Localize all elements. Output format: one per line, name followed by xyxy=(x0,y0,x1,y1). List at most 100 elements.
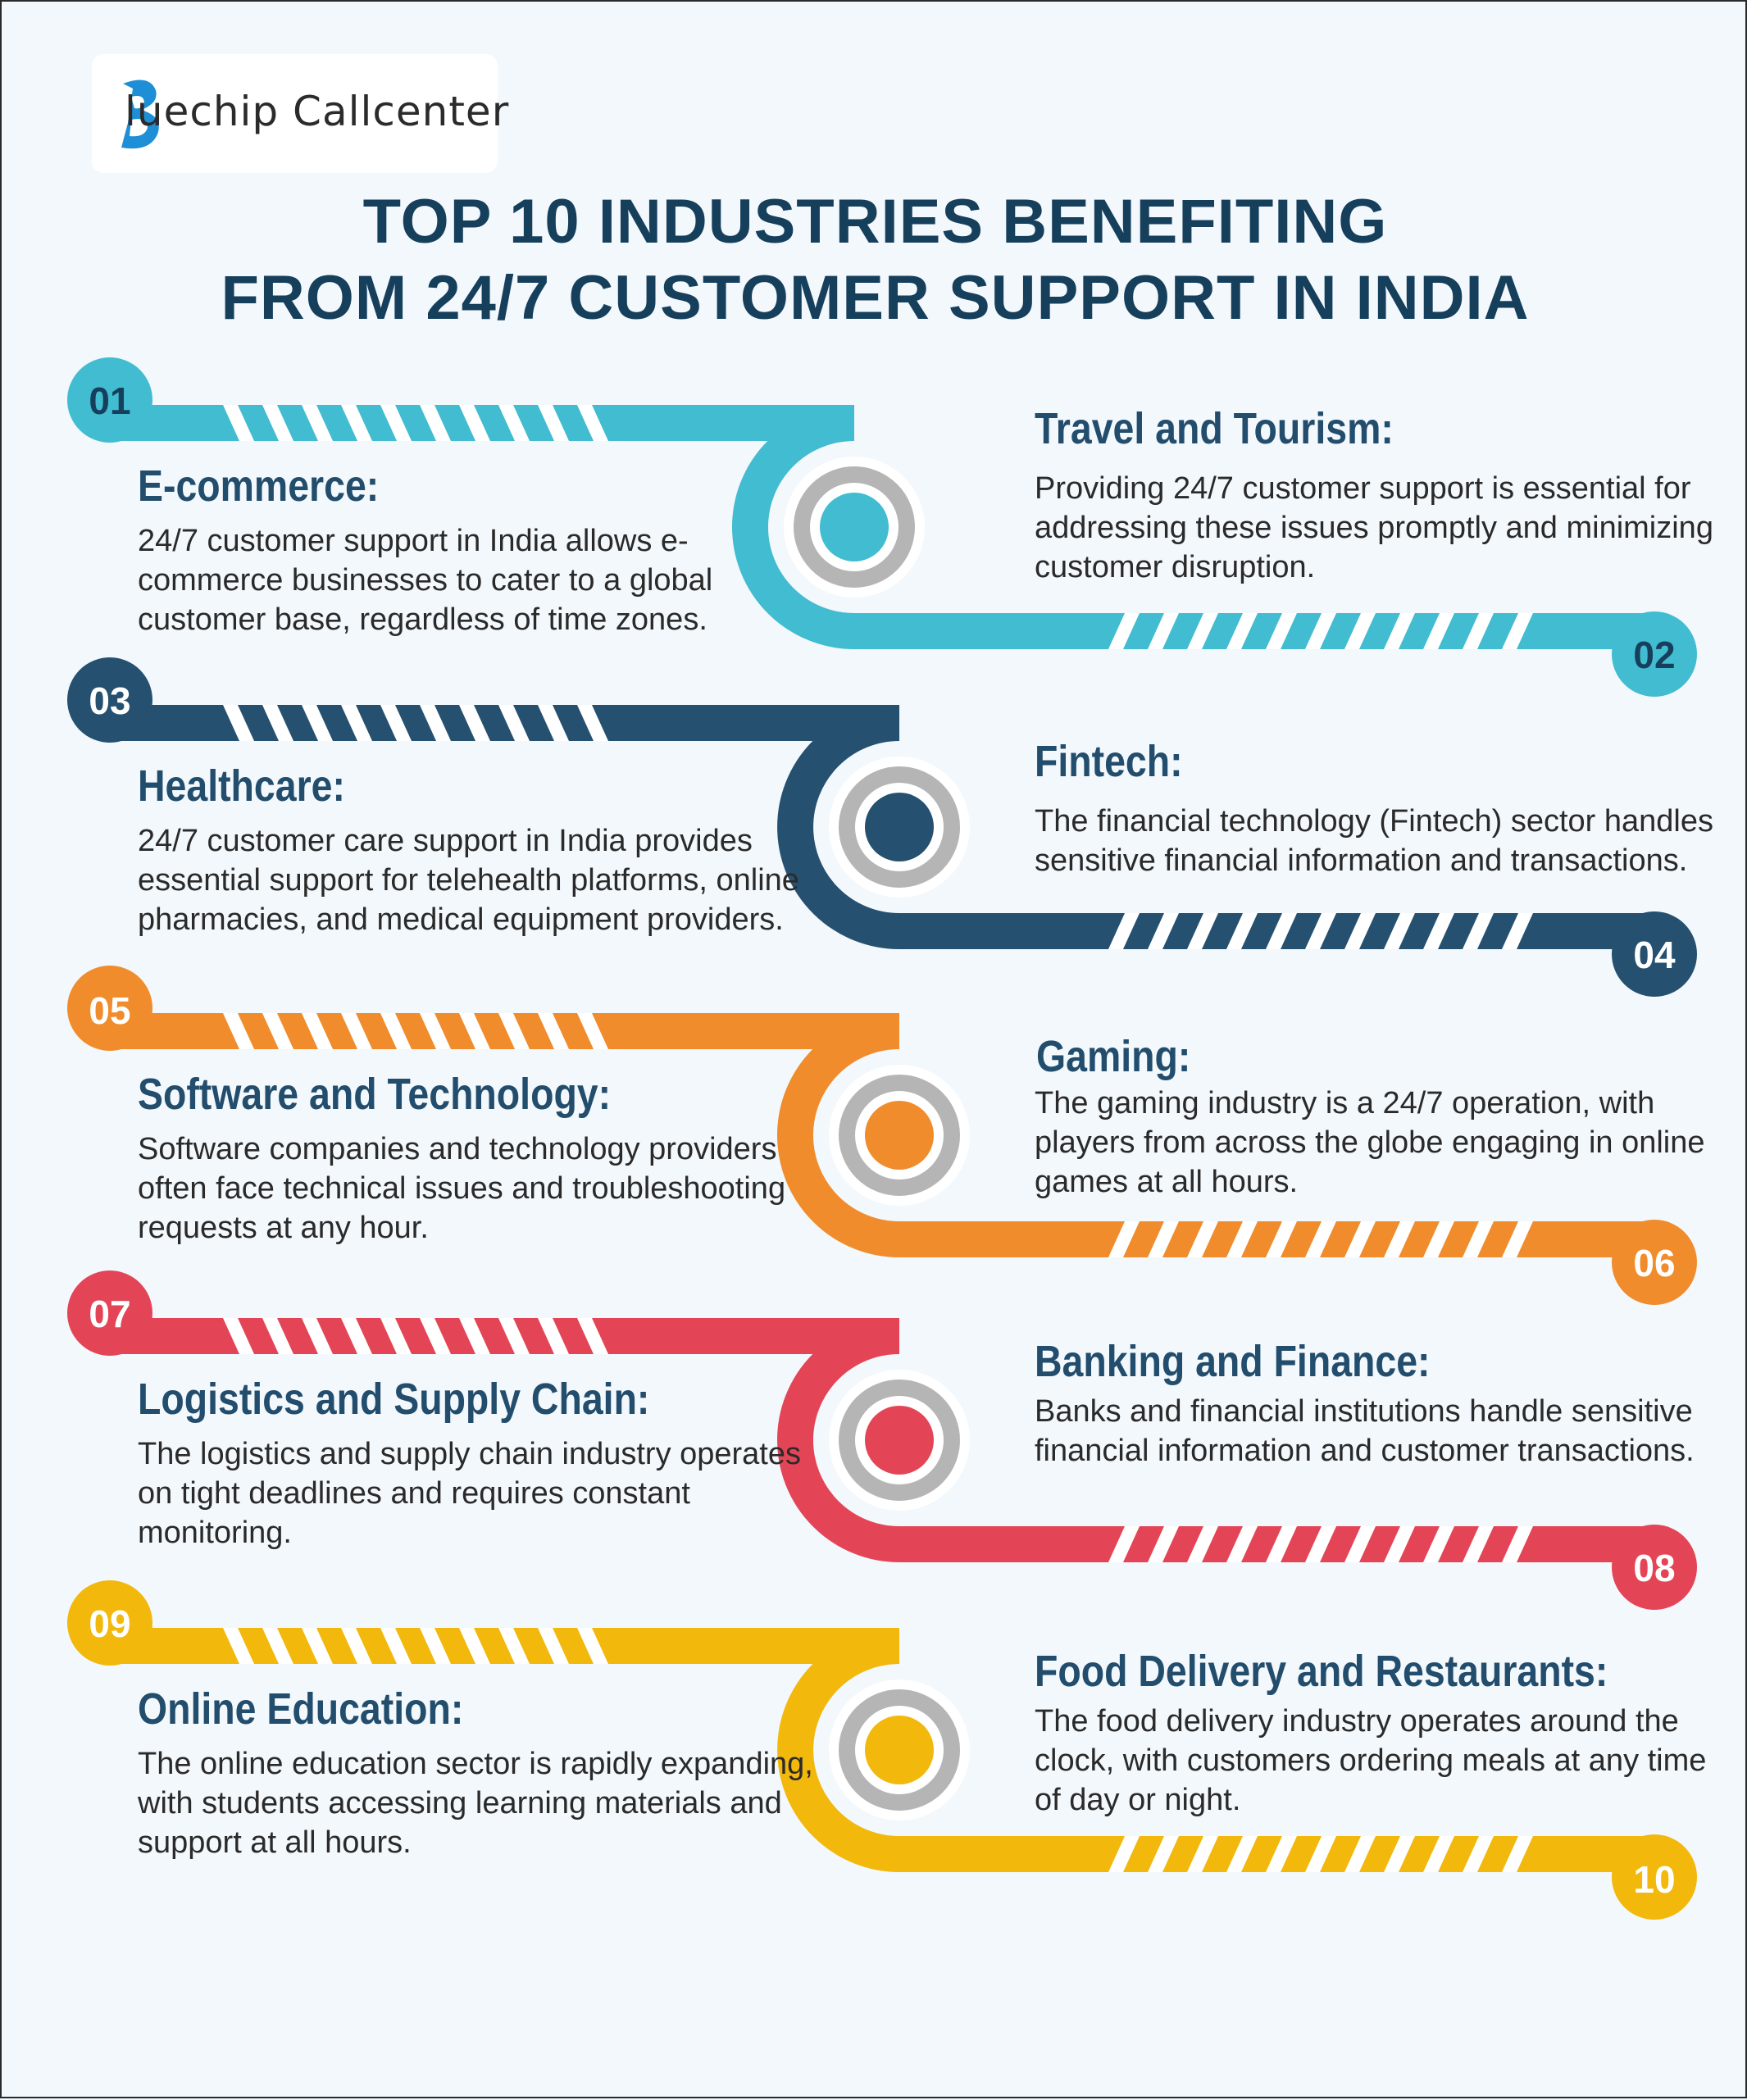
road-stripe-bottom-red xyxy=(1187,1526,1218,1562)
road-stripe-bottom-teal xyxy=(1423,613,1454,649)
road-stripe-top-red xyxy=(577,1318,608,1354)
road-curve-orange xyxy=(777,1013,900,1257)
road-stripe-bottom-red xyxy=(1305,1526,1336,1562)
road-stripe-bottom-red xyxy=(1344,1526,1376,1562)
road-stripe-bottom-orange xyxy=(1108,1221,1140,1257)
item-heading-education: Online Education: xyxy=(138,1684,464,1734)
item-description-education: The online education sector is rapidly e… xyxy=(138,1747,813,1860)
road-stripe-top-navy xyxy=(341,705,372,741)
road-stripe-bottom-yellow xyxy=(1148,1836,1179,1872)
road-stripe-bottom-red xyxy=(1463,1526,1494,1562)
road-stripe-top-teal xyxy=(380,405,412,441)
road-stripe-top-teal xyxy=(459,405,490,441)
road-stripe-top-teal xyxy=(538,405,569,441)
item-heading-food: Food Delivery and Restaurants: xyxy=(1035,1647,1608,1696)
road-stripe-bottom-teal xyxy=(1463,613,1494,649)
target-ring-orange xyxy=(839,1075,960,1196)
road-start-cap-navy xyxy=(110,705,159,741)
road-stripe-top-yellow xyxy=(498,1628,530,1664)
road-stripe-top-yellow xyxy=(380,1628,412,1664)
road-stripe-top-orange xyxy=(538,1013,569,1049)
target-ring-navy xyxy=(839,766,960,888)
page-title-line-1: TOP 10 INDUSTRIES BENEFITING xyxy=(362,187,1388,257)
item-description-healthcare: 24/7 customer care support in India prov… xyxy=(138,824,799,937)
item-description-food: The food delivery industry operates arou… xyxy=(1035,1704,1707,1817)
road-stripe-top-navy xyxy=(577,705,608,741)
road-stripe-bottom-red xyxy=(1148,1526,1179,1562)
road-stripe-bottom-teal xyxy=(1108,613,1140,649)
road-stripe-bottom-red xyxy=(1423,1526,1454,1562)
road-stripe-bottom-orange xyxy=(1423,1221,1454,1257)
road-stripe-top-navy xyxy=(302,705,333,741)
item-heading-banking: Banking and Finance: xyxy=(1035,1337,1431,1386)
item-heading-software: Software and Technology: xyxy=(138,1070,612,1119)
item-heading-travel: Travel and Tourism: xyxy=(1035,404,1394,453)
target-ring-yellow xyxy=(839,1689,960,1811)
road-stripe-top-navy xyxy=(262,705,293,741)
badge-number-07: 07 xyxy=(89,1293,131,1335)
road-stripe-top-yellow xyxy=(459,1628,490,1664)
road-stripe-bottom-teal xyxy=(1502,613,1533,649)
road-stripe-bottom-yellow xyxy=(1226,1836,1258,1872)
road-stripe-top-red xyxy=(459,1318,490,1354)
road-stripe-bottom-navy xyxy=(1384,913,1415,949)
item-heading-ecommerce: E-commerce: xyxy=(138,461,380,511)
badge-number-02: 02 xyxy=(1633,634,1676,676)
road-stripe-top-orange xyxy=(577,1013,608,1049)
target-ring-teal xyxy=(794,466,915,588)
road-start-cap-orange xyxy=(110,1013,159,1049)
road-end-cap-yellow xyxy=(1605,1836,1654,1872)
road-stripe-bottom-navy xyxy=(1305,913,1336,949)
road-stripe-bottom-red xyxy=(1226,1526,1258,1562)
road-stripe-bottom-yellow xyxy=(1305,1836,1336,1872)
road-start-cap-yellow xyxy=(110,1628,159,1664)
item-description-software: Software companies and technology provid… xyxy=(138,1132,786,1245)
road-end-cap-teal xyxy=(1605,613,1654,649)
road-stripe-top-red xyxy=(420,1318,451,1354)
item-description-gaming: The gaming industry is a 24/7 operation,… xyxy=(1035,1086,1705,1199)
road-stripe-bottom-teal xyxy=(1266,613,1297,649)
road-stripe-top-yellow xyxy=(223,1628,254,1664)
road-stripe-top-yellow xyxy=(341,1628,372,1664)
road-stripe-top-navy xyxy=(498,705,530,741)
road-curve-yellow xyxy=(777,1628,900,1872)
road-stripe-bottom-teal xyxy=(1384,613,1415,649)
road-stripe-bottom-orange xyxy=(1502,1221,1533,1257)
road-stripe-top-teal xyxy=(420,405,451,441)
road-stripe-bottom-navy xyxy=(1502,913,1533,949)
item-heading-gaming: Gaming: xyxy=(1036,1032,1191,1081)
logo-box xyxy=(92,54,498,173)
road-stripe-bottom-navy xyxy=(1463,913,1494,949)
road-stripe-bottom-yellow xyxy=(1463,1836,1494,1872)
road-stripe-top-teal xyxy=(223,405,254,441)
logo-wordmark: luechip Callcenter xyxy=(125,88,510,135)
page-title-line-2: FROM 24/7 CUSTOMER SUPPORT IN INDIA xyxy=(221,263,1530,333)
road-stripe-bottom-teal xyxy=(1148,613,1179,649)
road-stripe-top-red xyxy=(223,1318,254,1354)
road-stripe-top-teal xyxy=(498,405,530,441)
road-stripe-bottom-navy xyxy=(1423,913,1454,949)
road-stripe-top-yellow xyxy=(302,1628,333,1664)
road-stripe-bottom-yellow xyxy=(1108,1836,1140,1872)
road-stripe-top-teal xyxy=(577,405,608,441)
road-stripe-bottom-yellow xyxy=(1187,1836,1218,1872)
road-end-cap-navy xyxy=(1605,913,1654,949)
road-stripe-top-orange xyxy=(223,1013,254,1049)
road-stripe-top-orange xyxy=(262,1013,293,1049)
road-stripe-bottom-yellow xyxy=(1266,1836,1297,1872)
road-stripe-top-yellow xyxy=(262,1628,293,1664)
road-stripe-bottom-navy xyxy=(1148,913,1179,949)
road-stripe-bottom-yellow xyxy=(1384,1836,1415,1872)
road-stripe-bottom-orange xyxy=(1463,1221,1494,1257)
badge-number-04: 04 xyxy=(1633,934,1676,976)
road-stripe-top-teal xyxy=(302,405,333,441)
road-stripe-top-red xyxy=(380,1318,412,1354)
road-stripe-bottom-red xyxy=(1502,1526,1533,1562)
road-stripe-top-orange xyxy=(302,1013,333,1049)
road-stripe-bottom-orange xyxy=(1266,1221,1297,1257)
road-stripe-bottom-red xyxy=(1108,1526,1140,1562)
road-stripe-top-navy xyxy=(420,705,451,741)
badge-number-10: 10 xyxy=(1633,1858,1676,1901)
